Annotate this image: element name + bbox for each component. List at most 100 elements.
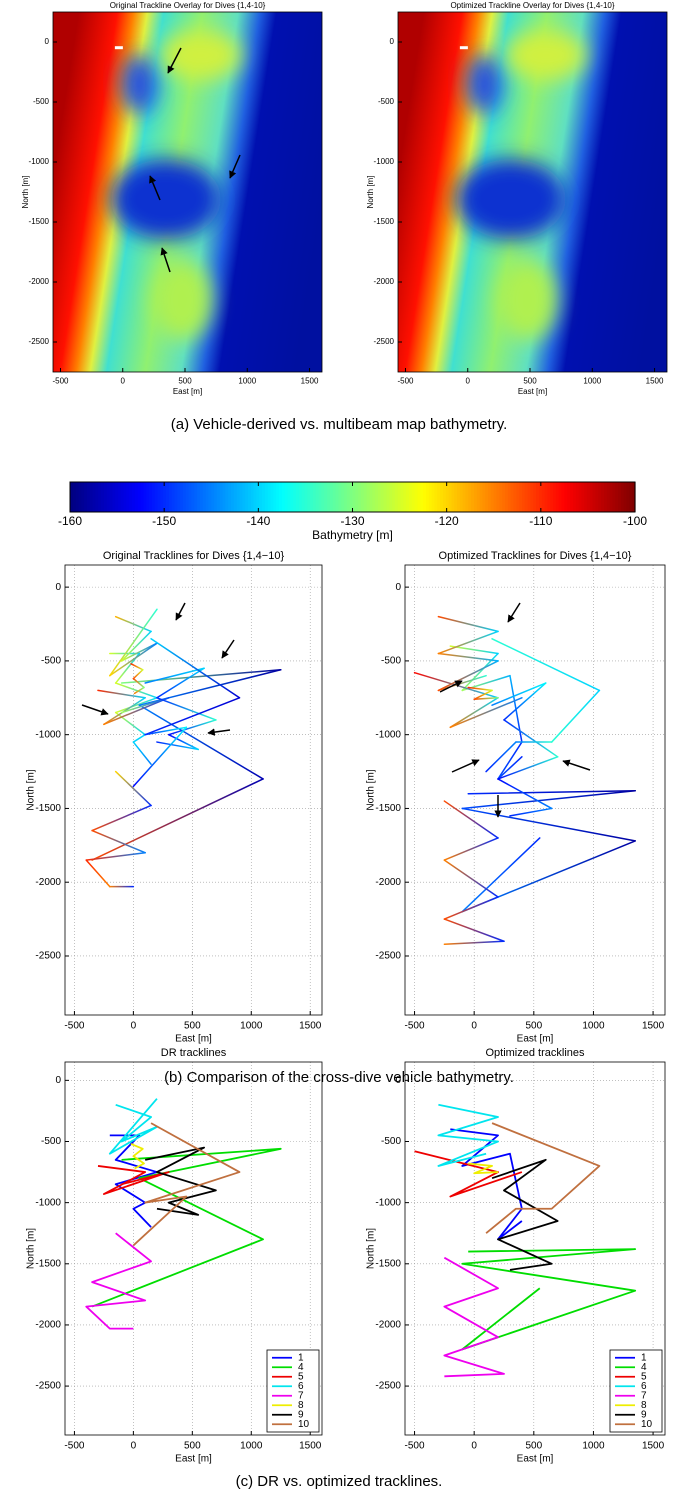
track-segment: [120, 669, 282, 684]
y-tick-label: -500: [378, 97, 395, 106]
colorbar-cell: [375, 482, 379, 512]
colorbar-cell: [86, 482, 91, 512]
legend-label: 10: [641, 1419, 653, 1430]
track-segment: [443, 918, 505, 942]
y-tick-label: -1500: [375, 803, 401, 814]
colorbar-cell: [157, 482, 161, 512]
colorbar-cell: [177, 482, 181, 512]
track-segment: [503, 682, 547, 721]
colorbar-cell: [70, 482, 74, 512]
colorbar-cell: [527, 482, 532, 512]
colorbar-cell: [496, 482, 500, 512]
legend-label: 7: [298, 1390, 304, 1401]
colorbar-cell: [312, 482, 317, 512]
colorbar-cell: [400, 482, 404, 512]
y-tick-label: -500: [41, 656, 61, 667]
x-tick-label: 0: [131, 1441, 137, 1452]
x-axis-label: East [m]: [517, 1034, 554, 1045]
colorbar-cell: [205, 482, 210, 512]
legend-label: 9: [641, 1409, 647, 1420]
colorbar-cell: [499, 482, 503, 512]
chart-title: DR tracklines: [161, 1047, 227, 1059]
colorbar-cell: [188, 482, 193, 512]
x-tick-label: 500: [523, 376, 537, 385]
track-segment: [103, 697, 170, 726]
legend-label: 5: [641, 1371, 647, 1382]
x-tick-label: -500: [405, 1441, 425, 1452]
colorbar-cell: [434, 482, 438, 512]
track-segment: [132, 741, 152, 765]
x-tick-label: 1000: [582, 1441, 605, 1452]
trackline: [97, 1165, 170, 1195]
tracklines: [414, 1103, 637, 1378]
colorbar-cell: [485, 482, 489, 512]
colorbar-cell: [199, 482, 204, 512]
colorbar-cell: [414, 482, 419, 512]
y-tick-label: 0: [45, 37, 50, 46]
colorbar-cell: [118, 482, 122, 512]
map-feature: [497, 260, 558, 340]
y-tick-label: -1000: [29, 157, 50, 166]
track-segment: [132, 726, 188, 788]
y-tick-label: 0: [395, 582, 401, 593]
track-segment: [132, 677, 145, 689]
colorbar-cell: [360, 482, 365, 512]
track-segment: [491, 682, 547, 706]
caption: (c) DR vs. optimized tracklines.: [236, 1473, 443, 1490]
colorbar-cell: [126, 482, 130, 512]
colorbar-cell: [425, 482, 430, 512]
colorbar-cell: [194, 482, 198, 512]
colorbar-cell: [225, 482, 229, 512]
colorbar-cell: [180, 482, 184, 512]
colorbar-cell: [403, 482, 407, 512]
y-tick-label: -500: [41, 1136, 61, 1147]
colorbar-cell: [233, 482, 238, 512]
x-tick-label: 0: [121, 376, 126, 385]
colorbar-cell: [166, 482, 170, 512]
colorbar-tick-label: -110: [529, 514, 552, 528]
colorbar-cell: [329, 482, 334, 512]
colorbar-cell: [420, 482, 424, 512]
colorbar-cell: [129, 482, 133, 512]
colorbar-cell: [389, 482, 393, 512]
track-segment: [473, 689, 493, 701]
caption: (b) Comparison of the cross-dive vehicle…: [164, 1069, 514, 1086]
x-axis-label: East [m]: [173, 387, 202, 396]
map-feature: [160, 30, 241, 81]
x-tick-label: 500: [178, 376, 192, 385]
track-segment: [485, 741, 517, 773]
x-tick-label: 0: [471, 1021, 477, 1032]
plot-frame: [64, 564, 323, 1016]
y-tick-label: -2000: [375, 1320, 401, 1331]
y-tick-label: 0: [395, 1075, 401, 1086]
track-segment: [497, 756, 559, 780]
trackline: [130, 1143, 145, 1170]
colorbar-cell: [578, 482, 582, 512]
colorbar-cell: [202, 482, 207, 512]
colorbar-cell: [352, 482, 356, 512]
trackline: [132, 1122, 241, 1247]
colorbar-cell: [346, 482, 351, 512]
colorbar-cell: [101, 482, 105, 512]
colorbar-cell: [349, 482, 354, 512]
colorbar-cell: [324, 482, 328, 512]
x-tick-label: 1000: [240, 1441, 263, 1452]
trackline: [461, 1248, 637, 1351]
track-segment: [443, 896, 499, 920]
map-marker: [459, 46, 468, 50]
colorbar-cell: [454, 482, 458, 512]
colorbar-cell: [143, 482, 147, 512]
colorbar-cell: [513, 482, 517, 512]
colorbar-cell: [95, 482, 99, 512]
legend-label: 1: [641, 1352, 647, 1363]
colorbar-tick-label: -160: [58, 514, 82, 528]
plot-frame: [404, 1061, 666, 1436]
colorbar-cell: [451, 482, 455, 512]
colorbar-cell: [555, 482, 560, 512]
colorbar-cell: [533, 482, 537, 512]
colorbar-cell: [310, 482, 314, 512]
colorbar-cell: [151, 482, 156, 512]
colorbar-cell: [468, 482, 472, 512]
x-tick-label: 1500: [642, 1021, 665, 1032]
colorbar-cell: [476, 482, 481, 512]
